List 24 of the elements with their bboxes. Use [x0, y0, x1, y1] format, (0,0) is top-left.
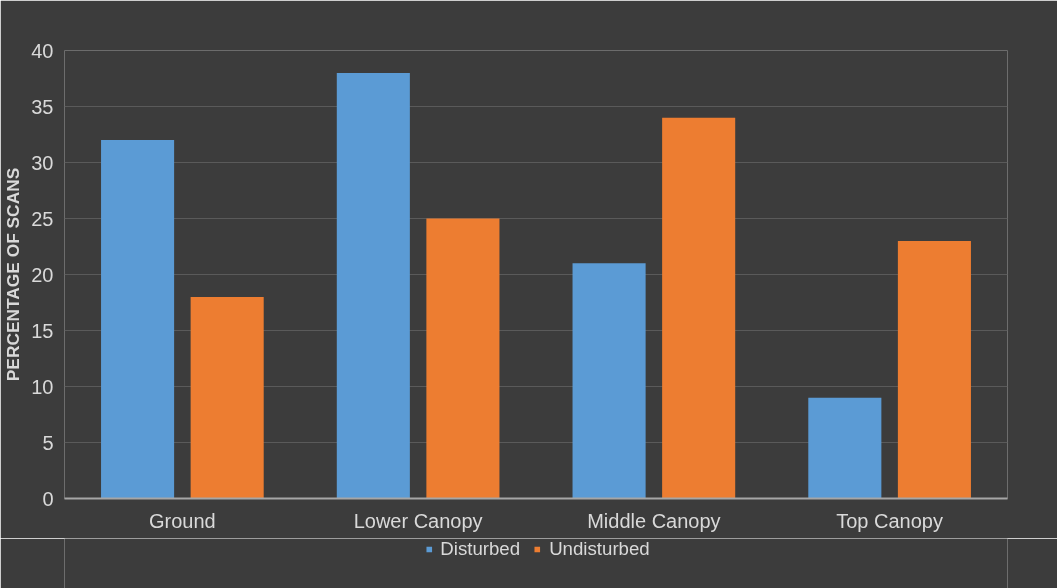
y-tick-label: 30	[31, 151, 54, 174]
x-tick-label: Middle Canopy	[587, 509, 721, 532]
bar	[572, 263, 646, 499]
y-tick-label: 20	[31, 263, 54, 286]
bar	[101, 140, 175, 499]
y-tick-label: 5	[42, 431, 54, 454]
y-tick-label: 25	[31, 207, 54, 230]
bar	[897, 240, 971, 499]
legend-label: Disturbed	[440, 538, 521, 560]
x-tick-label: Lower Canopy	[353, 509, 483, 532]
x-tick-label: Ground	[149, 509, 216, 532]
y-tick-label: 40	[31, 39, 54, 62]
bar	[336, 72, 410, 499]
y-tick-label: 0	[42, 487, 54, 510]
x-tick-label: Top Canopy	[836, 509, 944, 532]
legend-label: Undisturbed	[549, 538, 650, 560]
bar	[808, 397, 882, 499]
y-tick-label: 10	[31, 375, 54, 398]
bar	[426, 218, 500, 499]
y-tick-label: 35	[31, 95, 54, 118]
y-tick-label: 15	[31, 319, 54, 342]
bar	[662, 117, 736, 499]
bar	[190, 296, 264, 499]
y-axis-title: PERCENTAGE OF SCANS	[3, 167, 24, 382]
